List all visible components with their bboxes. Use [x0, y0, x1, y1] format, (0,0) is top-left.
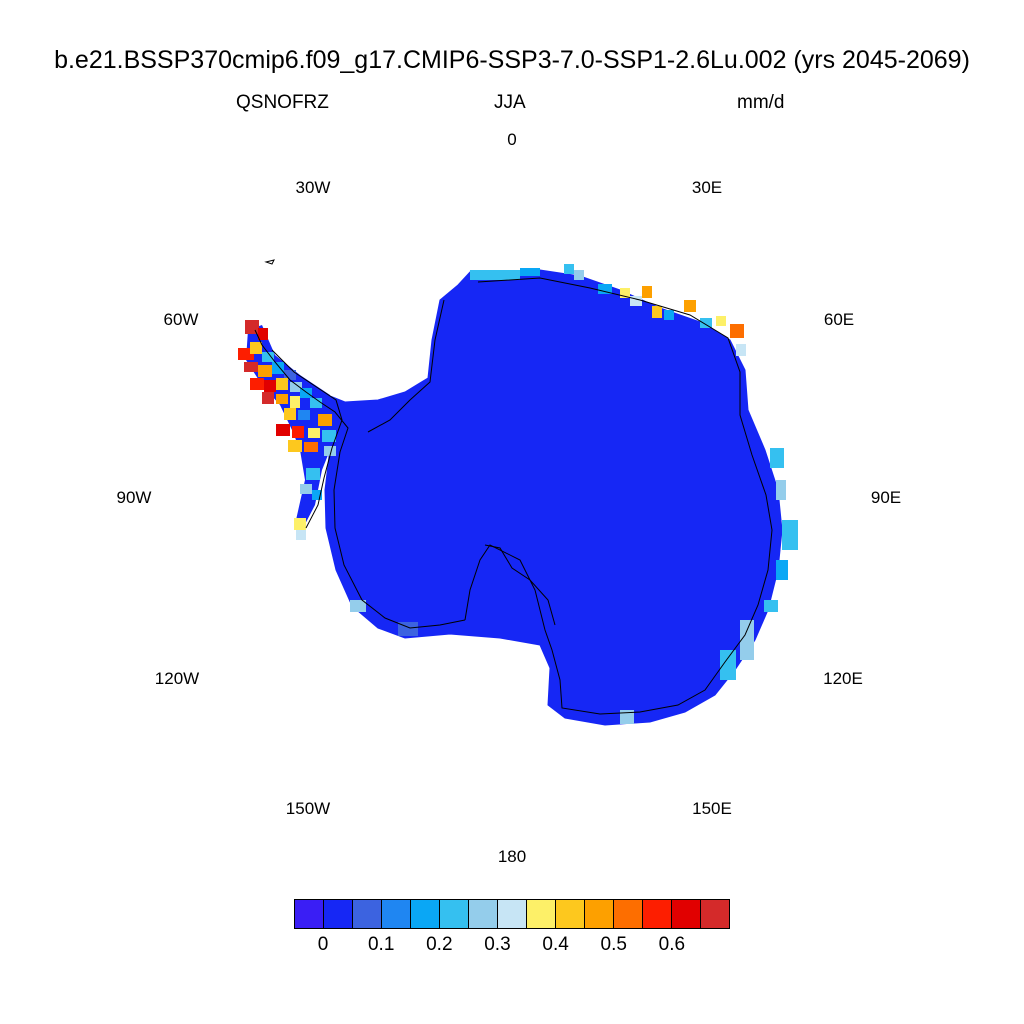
colorbar-box-14 [701, 900, 729, 928]
colorbar-tick-label: 0 [317, 934, 329, 955]
colorbar-box-8 [527, 900, 556, 928]
colorbar-tick-label: 0.2 [426, 934, 453, 955]
lon-label-0: 0 [507, 130, 517, 149]
colorbar-tick-label: 0.4 [542, 934, 569, 955]
lon-label-30e: 30E [691, 178, 723, 197]
units-label: mm/d [737, 92, 785, 113]
colorbar-tick-label: 0.5 [600, 934, 627, 955]
colorbar-box-10 [585, 900, 614, 928]
colorbar-box-7 [498, 900, 527, 928]
colorbar-box-9 [556, 900, 585, 928]
colorbar-box-4 [411, 900, 440, 928]
lon-label-90w: 90W [116, 488, 152, 507]
colorbar-tick-label: 0.1 [367, 934, 395, 955]
colorbar-box-12 [643, 900, 672, 928]
lon-label-30w: 30W [295, 178, 331, 197]
colorbar-tick-label: 0.3 [484, 934, 511, 955]
colorbar-tick-label: 0.6 [658, 934, 686, 955]
lon-label-60e: 60E [823, 310, 855, 329]
antarctic-peninsula [238, 320, 338, 540]
lon-label-180: 180 [497, 847, 527, 866]
season-label: JJA [494, 92, 526, 113]
lon-label-60w: 60W [163, 310, 199, 329]
coastline [254, 259, 773, 715]
chart-title: b.e21.BSSP370cmip6.f09_g17.CMIP6-SSP3-7.… [54, 46, 970, 74]
variable-label: QSNOFRZ [236, 92, 329, 113]
coastal-cells [306, 264, 798, 724]
colorbar [294, 899, 730, 929]
colorbar-box-11 [614, 900, 643, 928]
lon-label-120w: 120W [154, 669, 200, 688]
lon-label-120e: 120E [823, 669, 863, 688]
colorbar-box-2 [353, 900, 382, 928]
colorbar-box-13 [672, 900, 701, 928]
antarctic-ice-sheet [286, 269, 783, 726]
lon-label-150w: 150W [285, 799, 331, 818]
colorbar-box-5 [440, 900, 469, 928]
colorbar-box-0 [295, 900, 324, 928]
colorbar-box-6 [469, 900, 498, 928]
lon-label-90e: 90E [870, 488, 902, 507]
colorbar-box-3 [382, 900, 411, 928]
colorbar-box-1 [324, 900, 353, 928]
lon-label-150e: 150E [692, 799, 732, 818]
